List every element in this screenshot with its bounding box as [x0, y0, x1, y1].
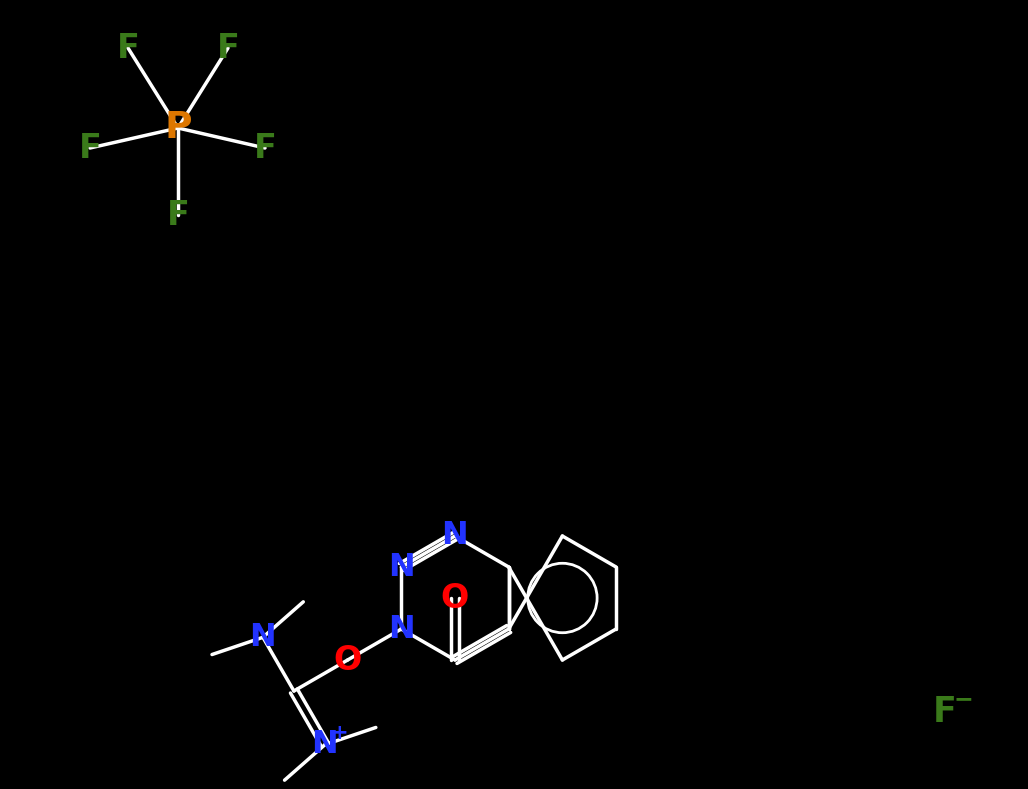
Text: +: +	[331, 723, 348, 742]
Text: F: F	[933, 695, 957, 729]
Text: F: F	[167, 199, 189, 231]
Text: O: O	[441, 581, 469, 615]
Text: P: P	[164, 110, 192, 146]
Text: F: F	[217, 32, 240, 65]
Text: F: F	[116, 32, 140, 65]
Text: F: F	[254, 132, 277, 164]
Text: N: N	[388, 552, 414, 582]
Text: N: N	[388, 614, 414, 645]
Text: O: O	[333, 644, 362, 676]
Text: N: N	[250, 622, 277, 653]
Text: N: N	[311, 729, 338, 760]
Text: N: N	[442, 521, 469, 552]
Text: −: −	[953, 687, 972, 711]
Text: F: F	[78, 132, 102, 164]
